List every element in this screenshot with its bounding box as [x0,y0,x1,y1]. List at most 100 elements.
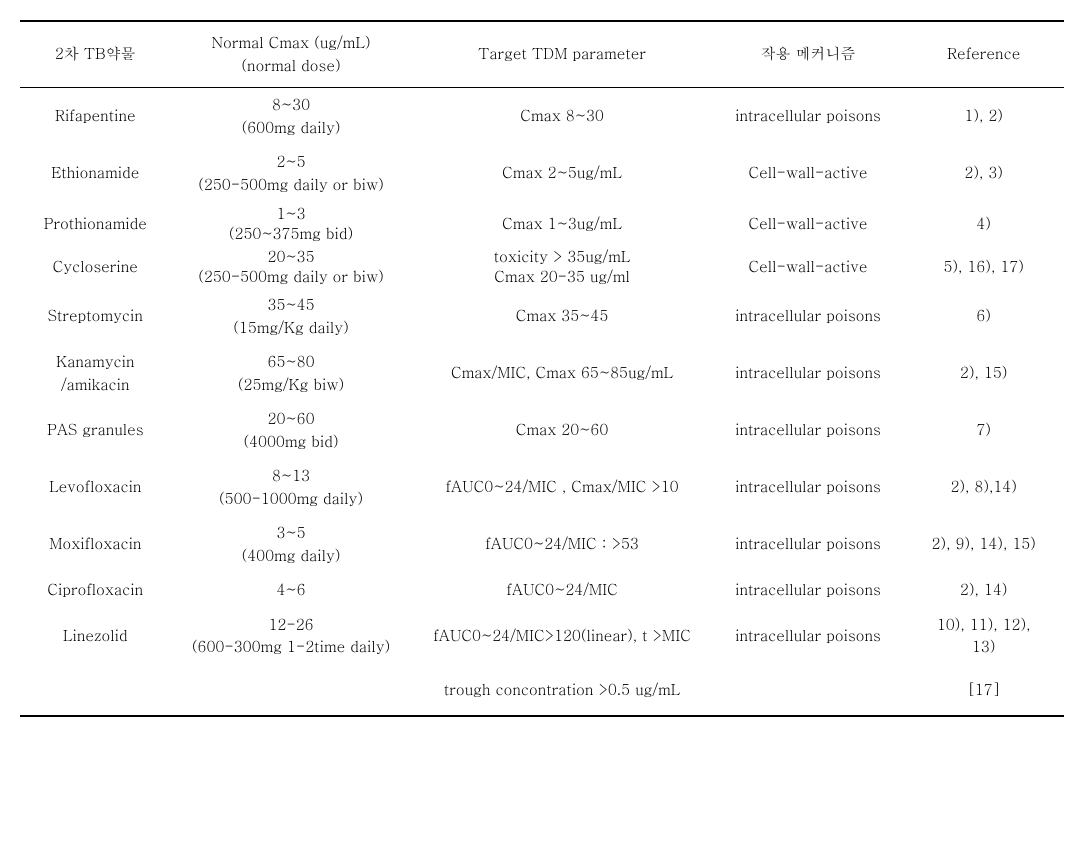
cell-reference: 10), 11), 12),13) [903,608,1064,665]
table-row: Rifapentine8~30(600mg daily)Cmax 8~30int… [20,88,1064,146]
cell-cmax: 65~80(25mg/Kg biw) [171,345,412,402]
table-row: Ciprofloxacin4~6fAUC0~24/MICintracellula… [20,573,1064,608]
cell-mechanism: Cell-wall-active [713,245,904,288]
cell-reference-line2: 13) [907,636,1060,659]
cell-reference: 1), 2) [903,88,1064,146]
cell-tdm: toxicity > 35ug/mLCmax 20-35 ug/ml [411,245,712,288]
cell-mechanism: intracellular poisons [713,345,904,402]
cell-mechanism: Cell-wall-active [713,145,904,202]
cell-cmax: 20~60(4000mg bid) [171,402,412,459]
cell-cmax-dose: (25mg/Kg biw) [175,374,408,397]
table-row: Cycloserine20~35(250-500mg daily or biw)… [20,245,1064,288]
cell-drug: Cycloserine [20,245,171,288]
cell-tdm: fAUC0~24/MIC : >53 [411,516,712,573]
cell-tdm: Cmax/MIC, Cmax 65~85ug/mL [411,345,712,402]
cell-cmax-value: 35~45 [175,294,408,317]
cell-cmax-value: 20~60 [175,408,408,431]
cell-reference: 6) [903,288,1064,345]
table-header-row: 2차 TB약물 Normal Cmax (ug/mL) (normal dose… [20,21,1064,88]
footer-empty-mech [713,665,904,717]
cell-drug: Ciprofloxacin [20,573,171,608]
table-row: Linezolid12-26(600-300mg 1-2time daily)f… [20,608,1064,665]
table-row: Ethionamide2~5(250-500mg daily or biw)Cm… [20,145,1064,202]
cell-reference: 2), 8),14) [903,459,1064,516]
cell-cmax-value: 4~6 [175,579,408,602]
cell-drug: Kanamycin/amikacin [20,345,171,402]
cell-reference: 7) [903,402,1064,459]
cell-cmax-dose: (250~375mg bid) [175,224,408,244]
cell-reference-line1: 10), 11), 12), [907,614,1060,637]
table-row: Kanamycin/amikacin65~80(25mg/Kg biw)Cmax… [20,345,1064,402]
cell-tdm-line2: Cmax 20-35 ug/ml [415,267,708,287]
cell-cmax-dose: (4000mg bid) [175,431,408,454]
cell-reference: 2), 15) [903,345,1064,402]
header-mechanism: 작용 메커니즘 [713,21,904,88]
cell-tdm: fAUC0~24/MIC , Cmax/MIC >10 [411,459,712,516]
cell-drug: Prothionamide [20,202,171,245]
cell-cmax-dose: (600mg daily) [175,117,408,140]
cell-drug: Streptomycin [20,288,171,345]
cell-tdm: Cmax 1~3ug/mL [411,202,712,245]
cell-drug-line1: Kanamycin [24,351,167,374]
cell-drug: Rifapentine [20,88,171,146]
cell-cmax-dose: (600-300mg 1-2time daily) [175,636,408,659]
cell-cmax: 8~13(500-1000mg daily) [171,459,412,516]
cell-cmax-value: 3~5 [175,522,408,545]
cell-cmax-value: 65~80 [175,351,408,374]
header-cmax-line2: (normal dose) [175,55,408,78]
cell-cmax: 35~45(15mg/Kg daily) [171,288,412,345]
cell-mechanism: intracellular poisons [713,288,904,345]
cell-cmax: 12-26(600-300mg 1-2time daily) [171,608,412,665]
cell-reference: 2), 3) [903,145,1064,202]
header-drug: 2차 TB약물 [20,21,171,88]
cell-cmax: 8~30(600mg daily) [171,88,412,146]
cell-tdm: Cmax 35~45 [411,288,712,345]
cell-mechanism: intracellular poisons [713,459,904,516]
cell-cmax: 3~5(400mg daily) [171,516,412,573]
cell-drug: PAS granules [20,402,171,459]
cell-cmax-value: 2~5 [175,151,408,174]
header-cmax-line1: Normal Cmax (ug/mL) [175,32,408,55]
cell-drug-line2: /amikacin [24,374,167,397]
footer-empty-drug [20,665,171,717]
table-row: PAS granules20~60(4000mg bid)Cmax 20~60i… [20,402,1064,459]
cell-cmax: 4~6 [171,573,412,608]
cell-reference: 4) [903,202,1064,245]
cell-drug: Ethionamide [20,145,171,202]
header-reference: Reference [903,21,1064,88]
cell-mechanism: intracellular poisons [713,516,904,573]
cell-cmax-value: 8~30 [175,94,408,117]
header-tdm: Target TDM parameter [411,21,712,88]
cell-cmax-value: 1~3 [175,204,408,224]
cell-reference: 2), 9), 14), 15) [903,516,1064,573]
table-footer-row: trough concontration >0.5 ug/mL [17] [20,665,1064,717]
cell-mechanism: Cell-wall-active [713,202,904,245]
cell-cmax-dose: (15mg/Kg daily) [175,317,408,340]
cell-cmax-dose: (500-1000mg daily) [175,488,408,511]
cell-cmax: 1~3(250~375mg bid) [171,202,412,245]
cell-drug: Levofloxacin [20,459,171,516]
cell-cmax-value: 12-26 [175,614,408,637]
cell-reference: 5), 16), 17) [903,245,1064,288]
header-cmax: Normal Cmax (ug/mL) (normal dose) [171,21,412,88]
cell-cmax-value: 20~35 [175,247,408,267]
cell-mechanism: intracellular poisons [713,88,904,146]
table-body: Rifapentine8~30(600mg daily)Cmax 8~30int… [20,88,1064,717]
cell-tdm: Cmax 8~30 [411,88,712,146]
cell-cmax: 2~5(250-500mg daily or biw) [171,145,412,202]
footer-tdm: trough concontration >0.5 ug/mL [411,665,712,717]
tb-drug-table: 2차 TB약물 Normal Cmax (ug/mL) (normal dose… [20,20,1064,717]
footer-empty-cmax [171,665,412,717]
cell-tdm: fAUC0~24/MIC>120(linear), t >MIC [411,608,712,665]
footer-reference: [17] [903,665,1064,717]
cell-cmax-dose: (250-500mg daily or biw) [175,174,408,197]
cell-cmax-dose: (250-500mg daily or biw) [175,267,408,287]
cell-mechanism: intracellular poisons [713,608,904,665]
cell-cmax: 20~35(250-500mg daily or biw) [171,245,412,288]
table-row: Moxifloxacin3~5(400mg daily)fAUC0~24/MIC… [20,516,1064,573]
cell-tdm: Cmax 20~60 [411,402,712,459]
cell-drug: Moxifloxacin [20,516,171,573]
cell-cmax-value: 8~13 [175,465,408,488]
cell-tdm: Cmax 2~5ug/mL [411,145,712,202]
cell-tdm-line1: toxicity > 35ug/mL [415,247,708,267]
